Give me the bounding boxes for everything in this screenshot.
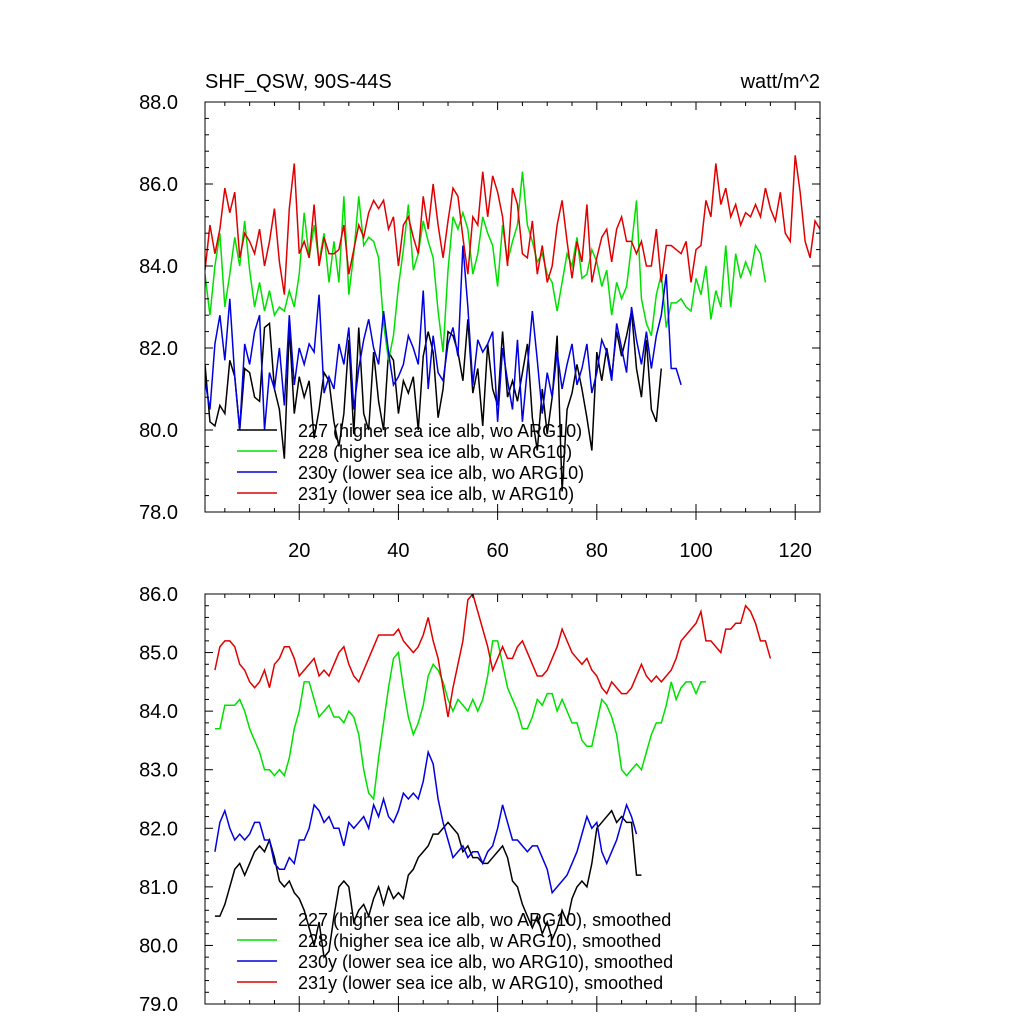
legend: 227 (higher sea ice alb, wo ARG10)228 (h… xyxy=(237,421,584,504)
y-tick-label: 85.0 xyxy=(139,643,178,665)
plot-frame xyxy=(204,101,821,513)
legend: 227 (higher sea ice alb, wo ARG10), smoo… xyxy=(237,910,673,993)
series-line-3 xyxy=(205,245,682,431)
legend-label: 228 (higher sea ice alb, w ARG10) xyxy=(298,442,572,462)
legend-label: 230y (lower sea ice alb, wo ARG10), smoo… xyxy=(298,952,673,972)
series-line-3 xyxy=(214,749,638,895)
x-tick-label: 40 xyxy=(387,540,409,562)
y-tick-label: 80.0 xyxy=(139,420,178,442)
series-line-2 xyxy=(205,171,767,361)
series-line-4 xyxy=(205,155,820,295)
legend-label: 228 (higher sea ice alb, w ARG10), smoot… xyxy=(298,931,661,951)
legend-label: 230y (lower sea ice alb, wo ARG10) xyxy=(298,463,584,483)
series-line-2 xyxy=(214,640,706,801)
legend-label: 227 (higher sea ice alb, wo ARG10) xyxy=(298,421,582,441)
y-tick-label: 84.0 xyxy=(139,256,178,278)
y-tick-label: 79.0 xyxy=(139,994,178,1016)
y-tick-label: 83.0 xyxy=(139,760,178,782)
series-line-1 xyxy=(214,809,642,959)
legend-label: 227 (higher sea ice alb, wo ARG10), smoo… xyxy=(298,910,671,930)
y-tick-label: 88.0 xyxy=(139,92,178,114)
plot-frame xyxy=(204,593,821,1005)
y-tick-label: 82.0 xyxy=(139,338,178,360)
units-label: watt/m^2 xyxy=(740,71,820,93)
series-line-4 xyxy=(214,594,772,718)
y-tick-label: 81.0 xyxy=(139,877,178,899)
y-tick-label: 86.0 xyxy=(139,174,178,196)
x-tick-label: 60 xyxy=(486,540,508,562)
y-tick-label: 78.0 xyxy=(139,502,178,524)
top-panel: 78.0 80.0 82.0 84.0 86.0 88.0 20 40 60 80 100 120 22… xyxy=(139,92,821,562)
x-tick-label: 100 xyxy=(679,540,712,562)
chart-title: SHF_QSW, 90S-44S xyxy=(205,71,392,93)
y-tick-label: 82.0 xyxy=(139,818,178,840)
y-tick-label: 80.0 xyxy=(139,935,178,957)
y-tick-label: 86.0 xyxy=(139,584,178,606)
y-tick-label: 84.0 xyxy=(139,701,178,723)
legend-label: 231y (lower sea ice alb, w ARG10) xyxy=(298,484,574,504)
x-tick-label: 80 xyxy=(586,540,608,562)
bottom-panel: 79.0 80.0 81.0 82.0 83.0 84.0 85.0 86.0 227 (hig… xyxy=(139,584,821,1016)
legend-label: 231y (lower sea ice alb, w ARG10), smoot… xyxy=(298,973,663,993)
x-tick-label: 20 xyxy=(288,540,310,562)
series-line-1 xyxy=(205,310,663,492)
x-tick-label: 120 xyxy=(779,540,812,562)
